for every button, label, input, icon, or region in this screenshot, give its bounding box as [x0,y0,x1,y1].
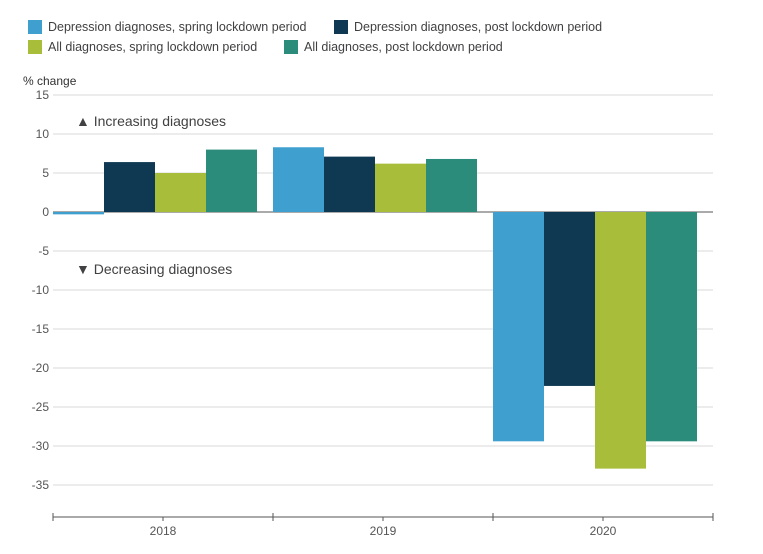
bar [595,212,646,469]
bar [104,162,155,212]
legend-item-all-post: All diagnoses, post lockdown period [284,40,503,54]
bars [53,147,697,469]
y-tick-label: -25 [32,400,50,414]
y-tick-label: -35 [32,478,50,492]
y-tick-label: 5 [42,166,49,180]
annotation-increasing: ▲ Increasing diagnoses [76,113,226,129]
legend-item-depression-post: Depression diagnoses, post lockdown peri… [334,20,602,34]
x-category-label: 2020 [590,524,617,538]
y-tick-label: -15 [32,322,50,336]
y-tick-label: -5 [38,244,49,258]
legend-label: All diagnoses, spring lockdown period [48,40,258,54]
bar [375,163,426,212]
bar [426,158,477,212]
bar [493,212,544,442]
bar [324,156,375,212]
bar [646,212,697,442]
y-tick-label: 10 [36,127,50,141]
y-axis-label: % change [23,74,77,88]
legend-label: Depression diagnoses, spring lockdown pe… [48,20,307,34]
y-tick-label: -20 [32,361,50,375]
legend-swatch [284,40,298,54]
legend-swatch [334,20,348,34]
y-tick-label: -10 [32,283,50,297]
bar [544,212,595,386]
bar [53,212,104,215]
legend-swatch [28,40,42,54]
bar [273,147,324,212]
bar [206,149,257,212]
axes: 2018 2019 2020 [52,513,714,538]
legend-item-depression-spring: Depression diagnoses, spring lockdown pe… [28,20,306,34]
y-tick-label: 15 [36,88,50,102]
y-tick-label: 0 [42,205,49,219]
bar [155,173,206,212]
legend-swatch [28,20,42,34]
legend-item-all-spring: All diagnoses, spring lockdown period [28,40,257,54]
y-tick-label: -30 [32,439,50,453]
annotation-decreasing: ▼ Decreasing diagnoses [76,261,232,277]
legend-label: Depression diagnoses, post lockdown peri… [354,20,603,34]
legend-label: All diagnoses, post lockdown period [304,40,503,54]
x-category-label: 2018 [150,524,177,538]
x-category-label: 2019 [370,524,397,538]
